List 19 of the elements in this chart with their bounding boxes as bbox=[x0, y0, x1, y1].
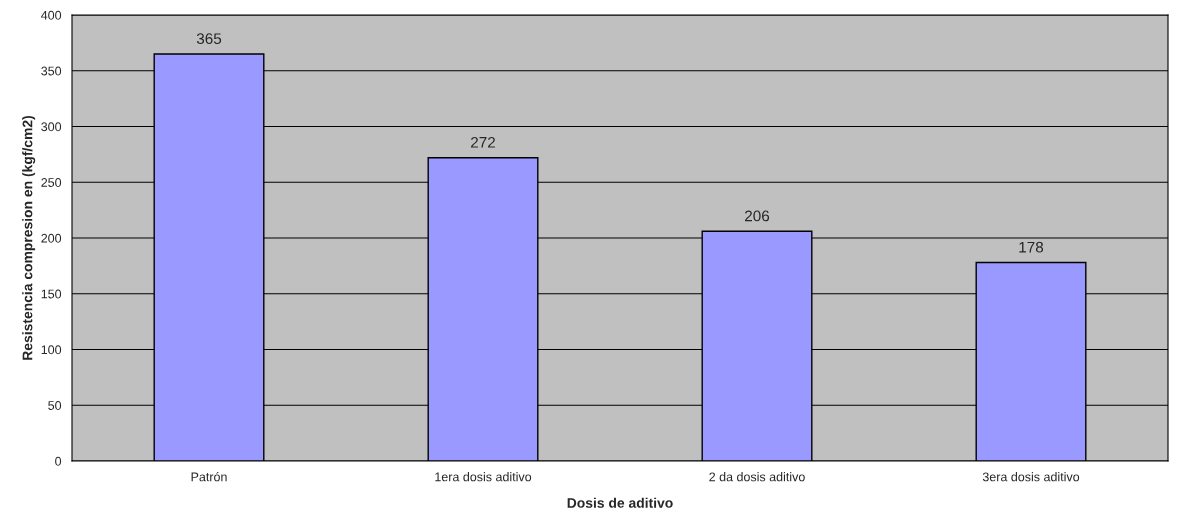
y-tick-label: 400 bbox=[41, 10, 62, 20]
y-tick-label: 200 bbox=[41, 233, 62, 243]
y-tick-label: 150 bbox=[41, 289, 62, 299]
data-label: 206 bbox=[745, 210, 770, 222]
y-tick-label: 350 bbox=[41, 66, 62, 76]
x-tick-label: 2 da dosis aditivo bbox=[709, 472, 805, 482]
data-label: 365 bbox=[196, 33, 222, 45]
x-tick-label: Patrón bbox=[191, 471, 227, 482]
data-label: 178 bbox=[1019, 241, 1044, 253]
data-label: 272 bbox=[471, 136, 495, 148]
x-axis-title: Dosis de aditivo bbox=[567, 497, 673, 508]
x-tick-label: 1era dosis aditivo bbox=[435, 472, 532, 482]
y-tick-label: 100 bbox=[41, 345, 62, 355]
y-tick-label: 250 bbox=[41, 178, 62, 187]
x-tick-label: 3era dosis aditivo bbox=[982, 472, 1080, 482]
y-tick-label: 300 bbox=[41, 122, 62, 132]
y-axis-title: Resistencia compresion en (kgf/cm2) bbox=[22, 115, 36, 360]
y-tick-label: 0 bbox=[55, 456, 62, 466]
y-tick-label: 50 bbox=[48, 401, 62, 410]
